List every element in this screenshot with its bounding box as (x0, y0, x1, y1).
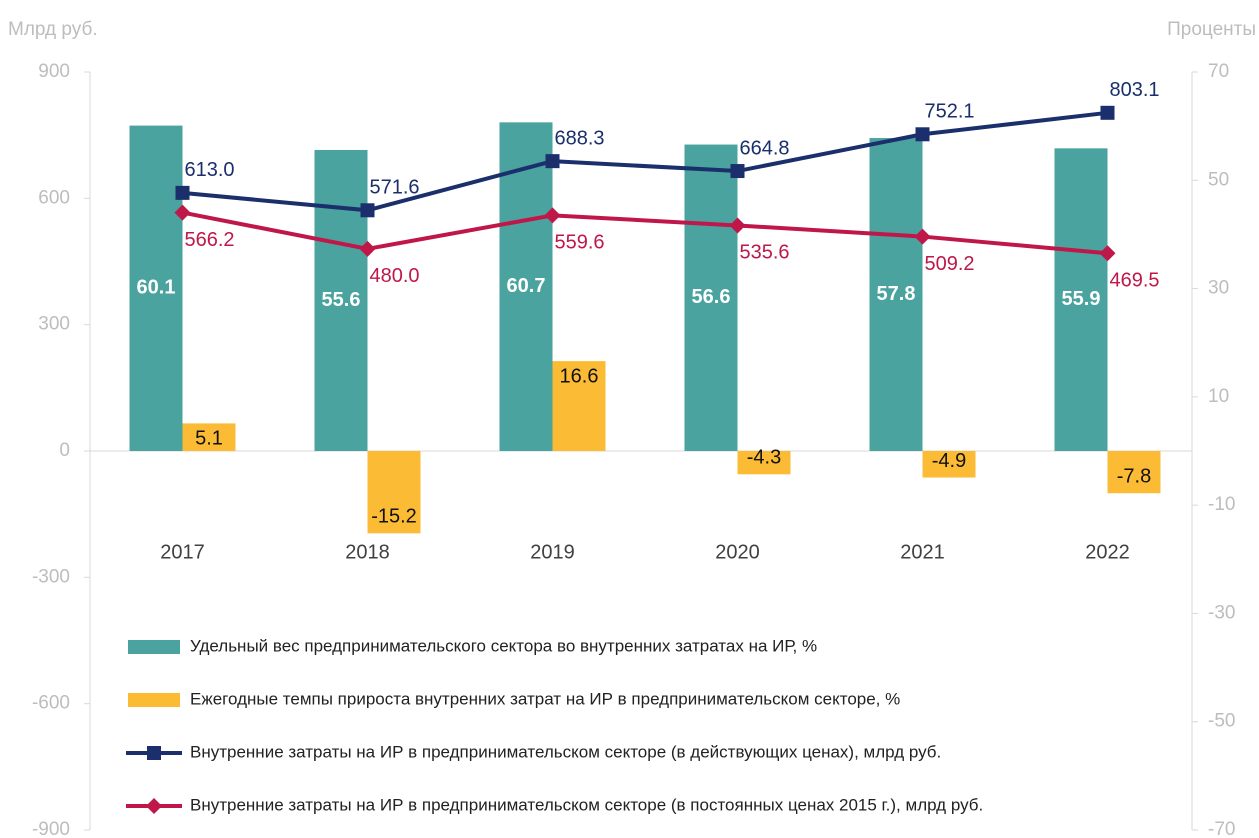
marker (730, 164, 745, 179)
y2-tick-label: -50 (1208, 711, 1235, 732)
y-tick-label: 300 (38, 314, 70, 335)
marker (174, 204, 191, 221)
bar (314, 149, 368, 452)
x-tick-label: 2022 (1085, 541, 1130, 563)
y2-axis-label: Проценты (1167, 19, 1256, 40)
bar (499, 122, 553, 452)
bar-label: 57.8 (877, 283, 916, 305)
marker (1100, 105, 1115, 120)
marker (914, 228, 931, 245)
y2-tick-label: 50 (1208, 169, 1229, 190)
y2-tick-label: -30 (1208, 602, 1235, 623)
bar-label: 60.1 (137, 277, 176, 299)
bar-label: 16.6 (560, 365, 599, 387)
bar (129, 125, 183, 451)
marker (915, 127, 930, 142)
line (182, 210, 1108, 256)
line-label: 613.0 (185, 159, 235, 181)
bar-label: 56.6 (692, 286, 731, 308)
legend-label: Внутренние затраты на ИР в предпринимате… (190, 795, 983, 814)
y-tick-label: -600 (32, 693, 70, 714)
legend-label: Удельный вес предпринимательского сектор… (190, 636, 817, 655)
bar (869, 138, 923, 451)
bar-label: -4.3 (747, 447, 781, 469)
bar-label: 55.9 (1062, 288, 1101, 310)
line-label: 571.6 (370, 177, 420, 199)
y-tick-label: -300 (32, 566, 70, 587)
legend-label: Внутренние затраты на ИР в предпринимате… (190, 742, 941, 761)
bar (684, 144, 738, 451)
marker (359, 240, 376, 257)
y-tick-label: 0 (59, 440, 70, 461)
line-label: 688.3 (555, 127, 605, 149)
y2-tick-label: -70 (1208, 819, 1235, 838)
bar-label: 55.6 (322, 289, 361, 311)
y2-tick-label: 70 (1208, 61, 1229, 82)
bar (737, 451, 791, 475)
marker (545, 154, 560, 169)
marker (360, 203, 375, 218)
legend-swatch (128, 693, 180, 707)
line-label: 535.6 (740, 242, 790, 264)
marker (729, 217, 746, 234)
marker (544, 207, 561, 224)
line-label: 803.1 (1110, 79, 1160, 101)
y-tick-label: 900 (38, 61, 70, 82)
bar (552, 361, 606, 451)
x-tick-label: 2021 (900, 541, 945, 563)
legend-marker (146, 798, 162, 814)
y2-tick-label: 10 (1208, 386, 1229, 407)
bar-label: -15.2 (371, 506, 417, 528)
x-tick-label: 2017 (160, 541, 205, 563)
y-tick-label: -900 (32, 819, 70, 838)
x-tick-label: 2020 (715, 541, 760, 563)
marker (175, 185, 190, 200)
bar (367, 451, 421, 534)
line-label: 664.8 (740, 137, 790, 159)
bar (1107, 451, 1161, 494)
legend-label: Ежегодные темпы прироста внутренних затр… (190, 689, 900, 708)
bar-label: 60.7 (507, 275, 546, 297)
line-label: 559.6 (555, 232, 605, 254)
line-label: 566.2 (185, 229, 235, 251)
x-tick-label: 2018 (345, 541, 390, 563)
line-label: 752.1 (925, 101, 975, 123)
line-label: 509.2 (925, 253, 975, 275)
legend-swatch (128, 640, 180, 654)
line-label: 480.0 (370, 265, 420, 287)
bar (1054, 148, 1108, 451)
bar (922, 451, 976, 478)
y-axis-label: Млрд руб. (8, 19, 98, 40)
line (182, 110, 1108, 213)
bar (182, 423, 236, 451)
bar-label: 5.1 (195, 428, 223, 450)
bar-label: -4.9 (932, 450, 966, 472)
line-label: 469.5 (1110, 270, 1160, 292)
y2-tick-label: 30 (1208, 278, 1229, 299)
marker (1099, 245, 1116, 262)
bar-label: -7.8 (1117, 466, 1151, 488)
y-tick-label: 600 (38, 187, 70, 208)
legend-marker (147, 746, 161, 760)
x-tick-label: 2019 (530, 541, 575, 563)
y2-tick-label: -10 (1208, 494, 1235, 515)
